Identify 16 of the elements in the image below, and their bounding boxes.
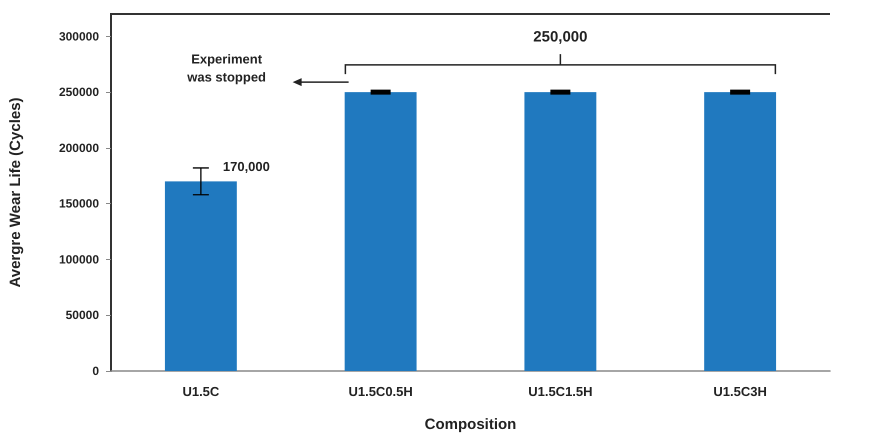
x-tick-label: U1.5C	[182, 384, 220, 399]
y-tick-label: 0	[92, 364, 100, 378]
x-tick-label: U1.5C0.5H	[348, 384, 413, 399]
y-tick-label: 250000	[58, 85, 100, 100]
x-axis-title: Composition	[424, 416, 516, 433]
annotation: 170,000	[222, 158, 270, 174]
y-axis-title: Avergre Wear Life (Cycles)	[7, 97, 24, 288]
x-tick-label: U1.5C3H	[713, 384, 767, 399]
y-tick-label: 100000	[58, 252, 100, 266]
x-tick-label: U1.5C1.5H	[528, 384, 593, 399]
y-tick-label: 200000	[58, 140, 100, 155]
annotation: Experiment was stopped	[186, 52, 266, 85]
y-tick-label: 50000	[66, 308, 100, 322]
annotation: 250,000	[533, 28, 588, 46]
y-tick-label: 300000	[58, 29, 100, 44]
y-tick-label: 150000	[58, 196, 100, 211]
